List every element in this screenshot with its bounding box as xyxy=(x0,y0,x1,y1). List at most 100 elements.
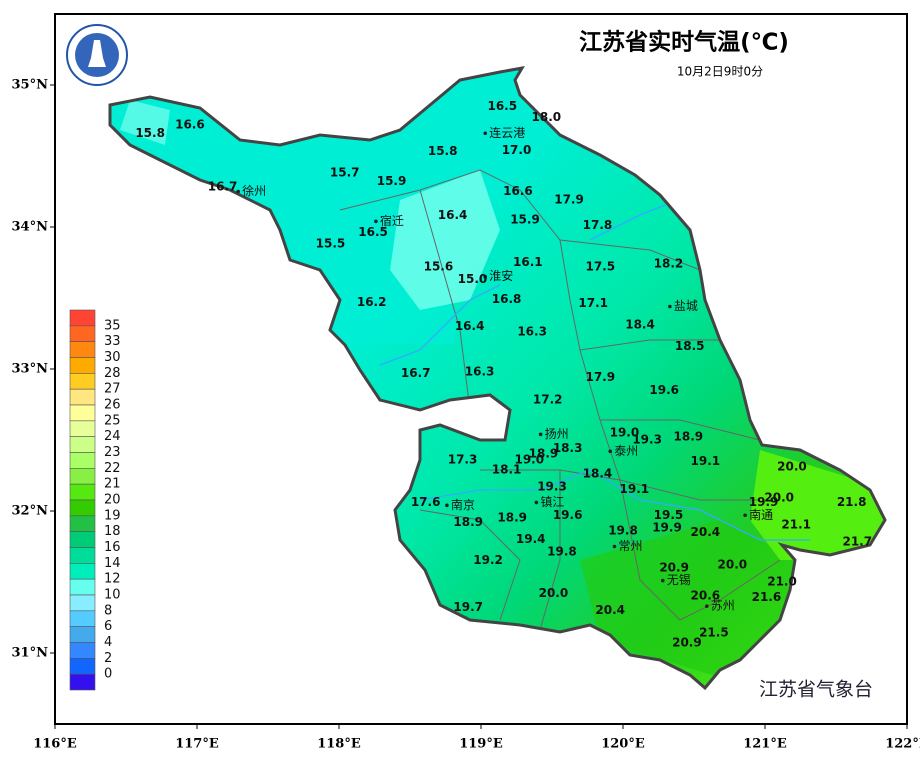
city-label: 南京 xyxy=(451,497,475,512)
legend-label: 0 xyxy=(104,667,112,682)
station-temperature: 19.9 xyxy=(652,521,682,535)
station-temperature: 20.0 xyxy=(777,459,807,473)
legend-label: 23 xyxy=(104,445,121,460)
legend-swatch xyxy=(69,658,96,675)
station-temperature: 17.2 xyxy=(533,393,563,407)
station-temperature: 20.4 xyxy=(691,525,721,539)
station-temperature: 18.4 xyxy=(625,317,655,331)
y-tick-label: 31°N xyxy=(12,646,49,661)
station-temperature: 16.3 xyxy=(465,364,495,378)
legend-swatch xyxy=(69,436,96,453)
city-dot xyxy=(483,274,488,279)
legend-label: 28 xyxy=(104,366,121,381)
station-temperature: 16.4 xyxy=(438,208,468,222)
station-temperature: 16.7 xyxy=(401,366,431,380)
city-label: 扬州 xyxy=(545,426,569,441)
city-label: 淮安 xyxy=(489,268,513,283)
station-temperature: 17.8 xyxy=(583,218,613,232)
legend-label: 25 xyxy=(104,413,121,428)
legend-label: 16 xyxy=(104,540,121,555)
station-temperature: 18.3 xyxy=(553,441,583,455)
station-temperature: 15.0 xyxy=(458,272,488,286)
station-temperature: 20.0 xyxy=(718,557,748,571)
legend-label: 33 xyxy=(104,334,121,349)
legend-swatch xyxy=(69,515,96,532)
x-tick-label: 120°E xyxy=(601,737,645,752)
legend-swatch xyxy=(69,452,96,469)
x-tick-label: 121°E xyxy=(743,737,787,752)
city-dot xyxy=(608,449,613,454)
station-temperature: 15.6 xyxy=(424,259,454,273)
station-temperature: 21.0 xyxy=(767,575,797,589)
legend-swatch xyxy=(69,388,96,406)
city-dot xyxy=(445,503,449,508)
station-temperature: 21.6 xyxy=(752,590,782,604)
legend-label: 24 xyxy=(104,429,121,444)
legend-swatch xyxy=(69,404,96,422)
station-temperature: 19.3 xyxy=(632,433,662,447)
station-temperature: 15.9 xyxy=(377,174,407,188)
station-temperature: 16.3 xyxy=(517,325,547,339)
x-tick-label: 122°E xyxy=(885,737,920,752)
legend-label: 30 xyxy=(104,350,121,365)
station-temperature: 20.0 xyxy=(764,491,794,505)
legend-label: 22 xyxy=(104,461,121,476)
station-temperature: 19.9 xyxy=(749,495,779,509)
station-temperature: 20.4 xyxy=(595,603,625,617)
station-temperature: 18.9 xyxy=(453,515,483,529)
station-temperature: 20.6 xyxy=(691,589,721,603)
legend-swatch xyxy=(69,420,96,437)
city-dot xyxy=(668,304,672,309)
legend-swatch xyxy=(69,642,96,659)
city-dot xyxy=(538,432,543,437)
station-temperature: 18.2 xyxy=(654,256,684,270)
legend-swatch xyxy=(69,309,96,327)
city-label: 徐州 xyxy=(242,183,266,198)
legend-label: 18 xyxy=(104,524,121,539)
legend-swatch xyxy=(69,373,96,390)
legend-swatch xyxy=(69,626,96,643)
legend-label: 21 xyxy=(104,477,121,492)
legend-label: 10 xyxy=(104,588,121,603)
station-temperature: 17.6 xyxy=(411,495,441,509)
city-dot xyxy=(743,513,747,518)
station-temperature: 18.1 xyxy=(492,462,522,476)
station-temperature: 18.9 xyxy=(674,430,704,444)
station-temperature: 17.3 xyxy=(448,452,478,466)
station-temperature: 17.0 xyxy=(502,143,532,157)
station-temperature: 16.6 xyxy=(503,184,533,198)
legend-swatch xyxy=(69,499,96,517)
x-tick-label: 119°E xyxy=(459,737,503,752)
legend-swatch xyxy=(69,468,96,485)
city-label: 盐城 xyxy=(674,299,698,313)
city-label: 无锡 xyxy=(667,572,691,587)
station-temperature: 17.9 xyxy=(554,193,584,207)
station-temperature: 19.1 xyxy=(620,482,650,496)
legend-swatch xyxy=(69,563,96,580)
y-tick-label: 33°N xyxy=(12,362,49,377)
legend-label: 27 xyxy=(104,382,121,397)
logo xyxy=(66,24,128,86)
station-temperature: 15.8 xyxy=(135,126,165,140)
legend-swatch xyxy=(69,325,96,342)
legend-label: 14 xyxy=(104,556,121,571)
city-label: 常州 xyxy=(618,539,642,553)
station-temperature: 19.4 xyxy=(516,532,546,546)
legend-swatch xyxy=(69,341,96,358)
city-label: 连云港 xyxy=(489,125,525,140)
legend-swatch xyxy=(69,483,96,501)
x-tick-label: 117°E xyxy=(175,737,219,752)
station-temperature: 18.9 xyxy=(529,447,559,461)
station-temperature: 18.4 xyxy=(583,467,613,481)
station-temperature: 18.0 xyxy=(532,110,562,124)
station-temperature: 21.1 xyxy=(781,518,811,532)
city-dot xyxy=(534,500,539,505)
station-temperature: 19.8 xyxy=(608,523,638,537)
legend-swatch xyxy=(69,578,96,596)
station-temperature: 19.6 xyxy=(649,383,679,397)
station-temperature: 20.9 xyxy=(659,560,689,574)
station-temperature: 19.3 xyxy=(537,479,567,493)
legend-label: 4 xyxy=(104,635,112,650)
legend-label: 26 xyxy=(104,398,121,413)
